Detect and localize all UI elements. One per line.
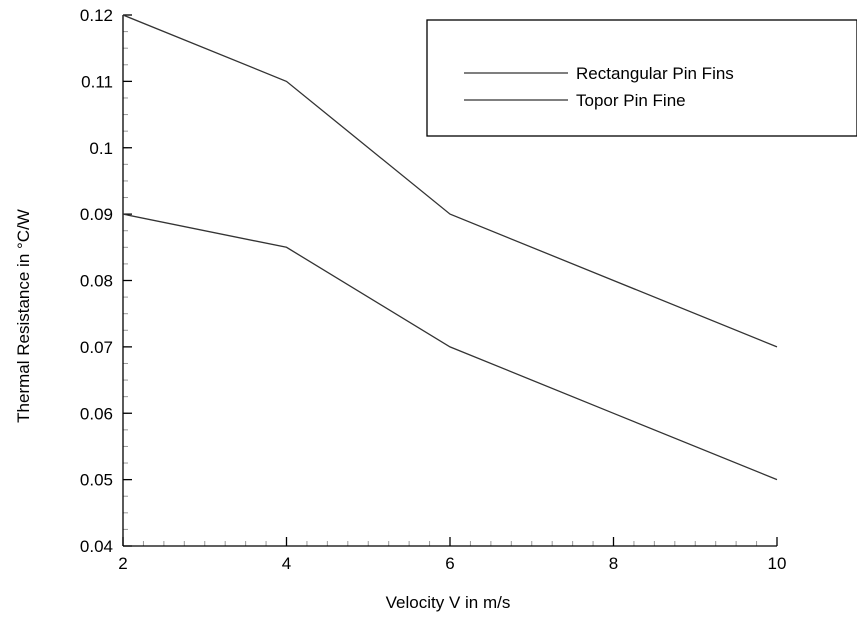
- y-tick-label: 0.08: [80, 272, 113, 291]
- series-lines: [122, 14, 778, 481]
- y-tick-label: 0.09: [80, 205, 113, 224]
- y-tick-label: 0.1: [89, 139, 113, 158]
- x-tick-label: 10: [768, 554, 787, 573]
- x-tick-label: 2: [118, 554, 127, 573]
- x-tick-label: 6: [445, 554, 454, 573]
- legend-box: [426, 19, 857, 137]
- legend-label-rectangular-pin-fins: Rectangular Pin Fins: [576, 64, 734, 83]
- series-line-topor-pin-fine: [122, 213, 778, 481]
- legend: Rectangular Pin Fins Topor Pin Fine: [426, 19, 857, 137]
- x-axis-ticks: 2 4 6 8 10: [118, 537, 786, 573]
- x-axis-title: Velocity V in m/s: [386, 593, 511, 612]
- y-tick-label: 0.05: [80, 471, 113, 490]
- x-tick-label: 4: [282, 554, 291, 573]
- legend-label-topor-pin-fine: Topor Pin Fine: [576, 91, 686, 110]
- x-tick-label: 8: [609, 554, 618, 573]
- series-line-rectangular-pin-fins: [122, 14, 778, 348]
- y-tick-label: 0.11: [81, 72, 113, 91]
- y-axis-title: Thermal Resistance in °C/W: [14, 209, 33, 423]
- y-tick-label: 0.07: [80, 338, 113, 357]
- y-tick-label: 0.04: [80, 537, 113, 556]
- y-tick-label: 0.06: [80, 404, 113, 423]
- y-tick-label: 0.12: [80, 6, 113, 25]
- y-axis-ticks: 0.04 0.05 0.06 0.07 0.08 0.09 0.1 0.11 0.12: [80, 6, 132, 556]
